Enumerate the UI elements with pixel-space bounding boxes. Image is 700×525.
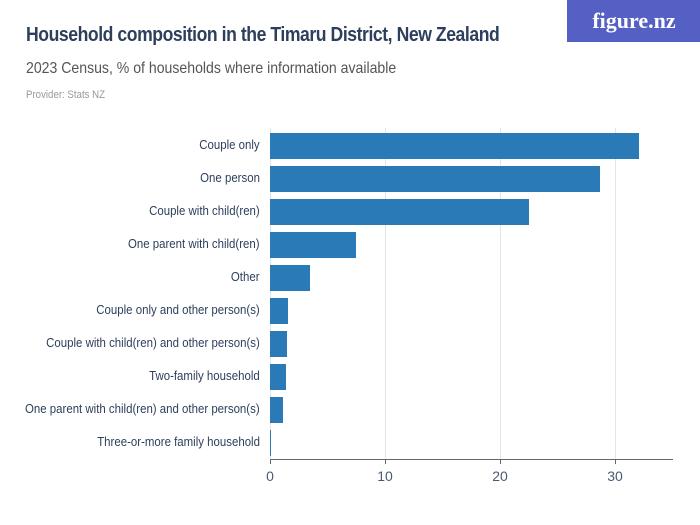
bar[interactable] bbox=[270, 331, 288, 357]
bar[interactable] bbox=[270, 199, 529, 225]
x-tick-label: 10 bbox=[377, 468, 393, 484]
gridline bbox=[615, 128, 616, 460]
bar[interactable] bbox=[270, 298, 289, 324]
bar[interactable] bbox=[270, 364, 287, 390]
chart-subtitle: 2023 Census, % of households where infor… bbox=[26, 60, 397, 77]
bar[interactable] bbox=[270, 265, 311, 291]
x-axis bbox=[270, 459, 673, 460]
bar[interactable] bbox=[270, 397, 283, 423]
category-label: One parent with child(ren) bbox=[128, 236, 260, 251]
category-label: One parent with child(ren) and other per… bbox=[25, 401, 260, 416]
category-label: Couple with child(ren) bbox=[149, 203, 260, 218]
category-label: Couple only and other person(s) bbox=[96, 302, 260, 317]
x-tick-label: 0 bbox=[266, 468, 274, 484]
bar[interactable] bbox=[270, 133, 640, 159]
figure-nz-logo[interactable]: figure.nz bbox=[567, 0, 700, 42]
x-tick-label: 30 bbox=[607, 468, 623, 484]
category-label: Two-family household bbox=[149, 368, 260, 383]
bar-row: Couple only bbox=[0, 133, 700, 159]
bar[interactable] bbox=[270, 232, 357, 258]
x-tick bbox=[615, 459, 616, 464]
category-label: Other bbox=[231, 269, 260, 284]
bar-row: Couple with child(ren) bbox=[0, 199, 700, 225]
bar[interactable] bbox=[270, 166, 601, 192]
gridline bbox=[500, 128, 501, 460]
bar-row: One parent with child(ren) bbox=[0, 232, 700, 258]
x-tick bbox=[385, 459, 386, 464]
category-label: Three-or-more family household bbox=[97, 434, 260, 449]
x-tick bbox=[270, 459, 271, 464]
bar-row: One person bbox=[0, 166, 700, 192]
category-label: Couple only bbox=[199, 137, 260, 152]
bar-row: Couple only and other person(s) bbox=[0, 298, 700, 324]
x-tick bbox=[500, 459, 501, 464]
category-label: One person bbox=[200, 170, 260, 185]
provider-label: Provider: Stats NZ bbox=[26, 89, 106, 101]
bar-row: Three-or-more family household bbox=[0, 430, 700, 456]
bar-row: Two-family household bbox=[0, 364, 700, 390]
chart-title: Household composition in the Timaru Dist… bbox=[26, 24, 500, 46]
bar-row: Couple with child(ren) and other person(… bbox=[0, 331, 700, 357]
gridline bbox=[270, 128, 271, 460]
x-tick-label: 20 bbox=[492, 468, 508, 484]
bar-row: One parent with child(ren) and other per… bbox=[0, 397, 700, 423]
bar-row: Other bbox=[0, 265, 700, 291]
gridline bbox=[385, 128, 386, 460]
category-label: Couple with child(ren) and other person(… bbox=[46, 335, 260, 350]
bar[interactable] bbox=[270, 430, 272, 456]
